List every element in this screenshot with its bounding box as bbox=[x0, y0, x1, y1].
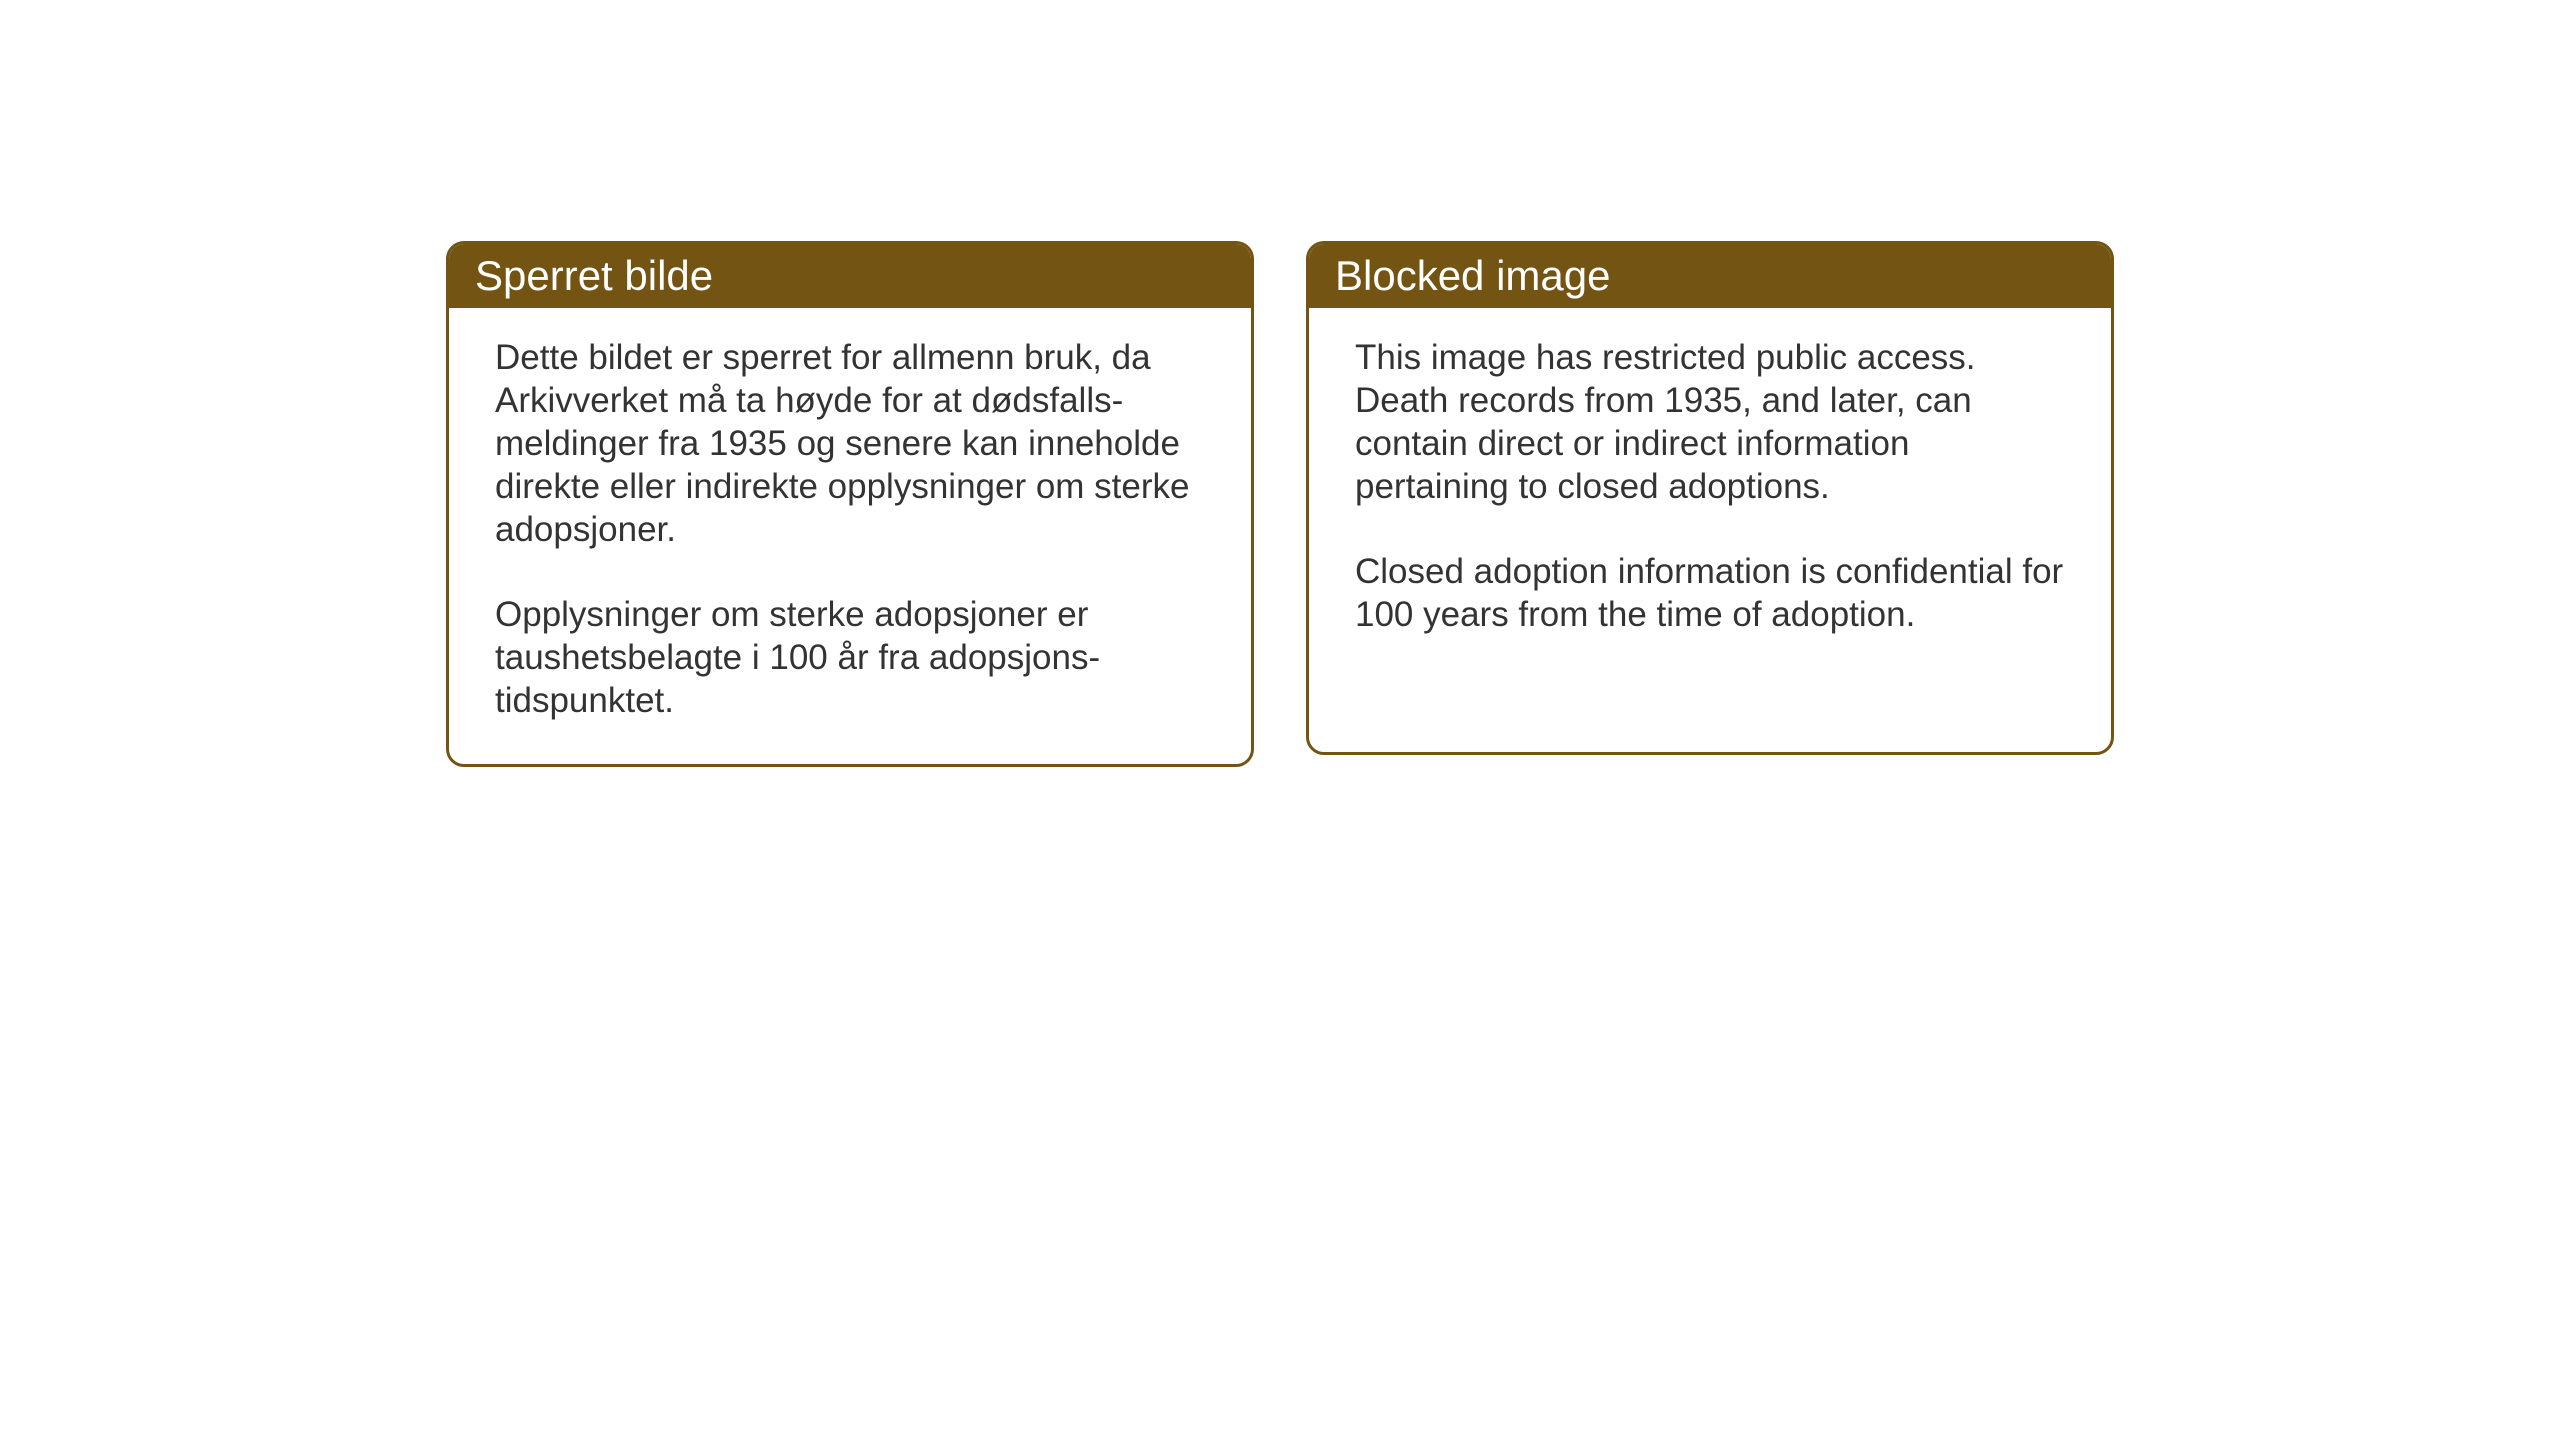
card-paragraph1-english: This image has restricted public access.… bbox=[1355, 336, 2065, 508]
card-title-norwegian: Sperret bilde bbox=[475, 252, 713, 299]
card-header-english: Blocked image bbox=[1309, 244, 2111, 308]
card-body-english: This image has restricted public access.… bbox=[1309, 308, 2111, 678]
card-paragraph2-norwegian: Opplysninger om sterke adopsjoner er tau… bbox=[495, 593, 1205, 722]
card-paragraph2-english: Closed adoption information is confident… bbox=[1355, 550, 2065, 636]
notice-card-norwegian: Sperret bilde Dette bildet er sperret fo… bbox=[446, 241, 1254, 767]
notice-card-english: Blocked image This image has restricted … bbox=[1306, 241, 2114, 755]
card-paragraph1-norwegian: Dette bildet er sperret for allmenn bruk… bbox=[495, 336, 1205, 551]
card-header-norwegian: Sperret bilde bbox=[449, 244, 1251, 308]
card-body-norwegian: Dette bildet er sperret for allmenn bruk… bbox=[449, 308, 1251, 764]
card-title-english: Blocked image bbox=[1335, 252, 1610, 299]
notice-container: Sperret bilde Dette bildet er sperret fo… bbox=[446, 241, 2114, 767]
